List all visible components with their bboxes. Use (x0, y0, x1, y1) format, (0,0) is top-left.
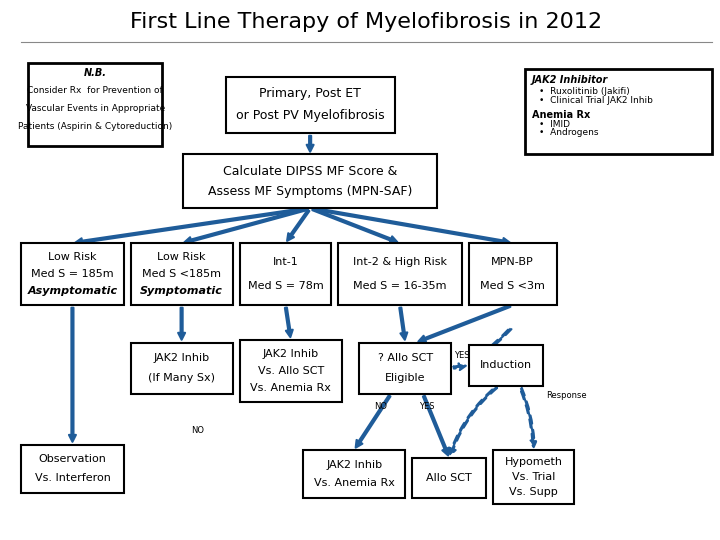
FancyArrowPatch shape (449, 387, 497, 455)
Text: Med S = 16-35m: Med S = 16-35m (354, 281, 446, 291)
FancyArrowPatch shape (184, 208, 307, 244)
FancyArrowPatch shape (418, 305, 510, 342)
FancyBboxPatch shape (525, 69, 711, 154)
FancyArrowPatch shape (69, 308, 76, 442)
FancyArrowPatch shape (423, 396, 449, 455)
Text: JAK2 Inhib: JAK2 Inhib (153, 353, 210, 363)
Text: Int-1: Int-1 (273, 257, 298, 267)
FancyBboxPatch shape (469, 243, 557, 305)
Text: •  Ruxolitinib (Jakifi): • Ruxolitinib (Jakifi) (539, 87, 630, 96)
Text: Med S = 185m: Med S = 185m (31, 269, 114, 279)
FancyArrowPatch shape (520, 388, 536, 447)
FancyBboxPatch shape (413, 458, 486, 498)
FancyBboxPatch shape (130, 342, 233, 394)
Text: •  Clinical Trial JAK2 Inhib: • Clinical Trial JAK2 Inhib (539, 97, 653, 105)
Text: MPN-BP: MPN-BP (491, 257, 534, 267)
FancyArrowPatch shape (75, 207, 307, 245)
Text: Induction: Induction (480, 360, 531, 370)
Text: Low Risk: Low Risk (48, 252, 96, 262)
Text: Med S <185m: Med S <185m (142, 269, 221, 279)
FancyArrowPatch shape (307, 136, 314, 152)
FancyBboxPatch shape (240, 340, 342, 402)
FancyArrowPatch shape (454, 363, 466, 370)
FancyArrowPatch shape (400, 307, 408, 340)
Text: Vs. Anemia Rx: Vs. Anemia Rx (314, 478, 395, 489)
FancyArrowPatch shape (287, 210, 310, 241)
Text: Vs. Supp: Vs. Supp (509, 487, 558, 497)
Text: NO: NO (374, 402, 387, 410)
Text: Consider Rx  for Prevention of: Consider Rx for Prevention of (27, 86, 163, 95)
Text: Response: Response (546, 391, 587, 400)
Text: ? Allo SCT: ? Allo SCT (378, 353, 433, 363)
Text: Asymptomatic: Asymptomatic (27, 286, 117, 296)
Text: Symptomatic: Symptomatic (140, 286, 223, 296)
FancyArrowPatch shape (356, 395, 390, 448)
Text: Vs. Trial: Vs. Trial (512, 472, 555, 482)
FancyBboxPatch shape (240, 243, 331, 305)
Text: Med S = 78m: Med S = 78m (248, 281, 323, 291)
FancyBboxPatch shape (303, 450, 405, 498)
FancyBboxPatch shape (22, 243, 124, 305)
Text: Hypometh: Hypometh (505, 457, 563, 467)
FancyBboxPatch shape (338, 243, 462, 305)
FancyArrowPatch shape (285, 307, 293, 337)
Text: Med S <3m: Med S <3m (480, 281, 545, 291)
FancyBboxPatch shape (359, 342, 451, 394)
Text: YES: YES (418, 402, 434, 410)
Text: Patients (Aspirin & Cytoreduction): Patients (Aspirin & Cytoreduction) (18, 122, 173, 131)
Text: •  Androgens: • Androgens (539, 127, 598, 137)
Text: YES: YES (454, 351, 470, 360)
FancyBboxPatch shape (28, 63, 162, 146)
Text: Vascular Events in Appropriate: Vascular Events in Appropriate (26, 104, 165, 113)
Text: Assess MF Symptoms (MPN-SAF): Assess MF Symptoms (MPN-SAF) (208, 185, 413, 198)
Text: Vs. Interferon: Vs. Interferon (35, 473, 110, 483)
Text: JAK2 Inhib: JAK2 Inhib (263, 348, 319, 359)
FancyArrowPatch shape (312, 208, 397, 243)
Text: Low Risk: Low Risk (158, 252, 206, 262)
Text: First Line Therapy of Myelofibrosis in 2012: First Line Therapy of Myelofibrosis in 2… (130, 12, 603, 32)
Text: Vs. Allo SCT: Vs. Allo SCT (258, 366, 324, 376)
FancyArrowPatch shape (178, 308, 185, 340)
Text: NO: NO (191, 426, 204, 435)
Text: JAK2 Inhibitor: JAK2 Inhibitor (532, 75, 608, 85)
FancyBboxPatch shape (184, 154, 437, 208)
Text: Primary, Post ET: Primary, Post ET (259, 87, 361, 100)
Text: Vs. Anemia Rx: Vs. Anemia Rx (251, 383, 331, 393)
FancyBboxPatch shape (469, 345, 543, 386)
Text: •  IMID: • IMID (539, 119, 570, 129)
Text: or Post PV Myelofibrosis: or Post PV Myelofibrosis (236, 109, 384, 122)
Text: N.B.: N.B. (84, 68, 107, 78)
Text: Allo SCT: Allo SCT (426, 473, 472, 483)
FancyBboxPatch shape (225, 77, 395, 133)
FancyArrowPatch shape (312, 208, 510, 245)
FancyBboxPatch shape (493, 450, 575, 504)
FancyArrowPatch shape (471, 328, 511, 364)
Text: Observation: Observation (38, 455, 107, 464)
Text: Anemia Rx: Anemia Rx (532, 110, 590, 120)
Text: Int-2 & High Risk: Int-2 & High Risk (353, 257, 447, 267)
Text: (If Many Sx): (If Many Sx) (148, 373, 215, 383)
Text: Calculate DIPSS MF Score &: Calculate DIPSS MF Score & (223, 165, 397, 178)
FancyBboxPatch shape (22, 444, 124, 493)
Text: Eligible: Eligible (385, 373, 426, 383)
FancyBboxPatch shape (130, 243, 233, 305)
Text: JAK2 Inhib: JAK2 Inhib (326, 460, 382, 470)
